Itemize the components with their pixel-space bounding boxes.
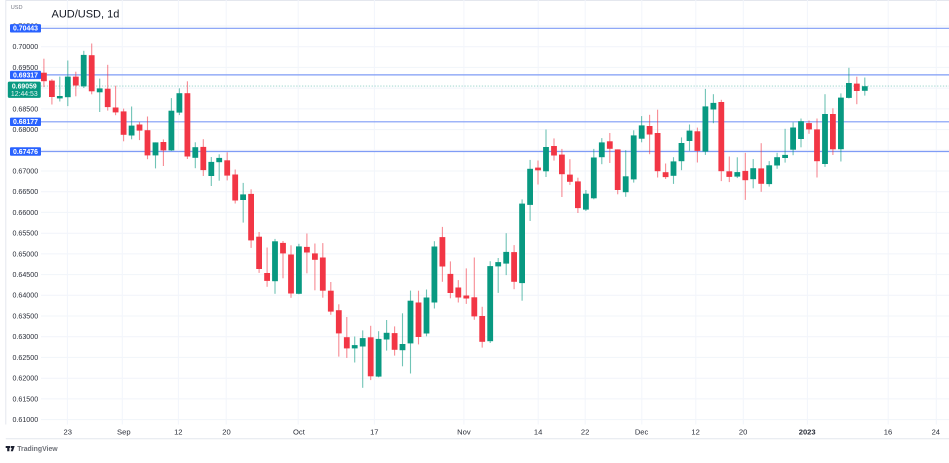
svg-text:AUD/USD, 1d: AUD/USD, 1d — [52, 9, 120, 21]
svg-text:0.68500: 0.68500 — [13, 105, 39, 113]
svg-text:0.69500: 0.69500 — [13, 64, 39, 72]
svg-text:12: 12 — [174, 428, 182, 437]
svg-text:0.68000: 0.68000 — [13, 126, 39, 134]
svg-text:0.70443: 0.70443 — [13, 26, 38, 33]
svg-text:2023: 2023 — [799, 428, 816, 437]
svg-text:0.61500: 0.61500 — [13, 395, 39, 403]
svg-text:0.64500: 0.64500 — [13, 271, 39, 279]
svg-text:Oct: Oct — [293, 428, 306, 437]
svg-text:Dec: Dec — [635, 428, 649, 437]
svg-text:0.67000: 0.67000 — [13, 167, 39, 175]
svg-text:0.61000: 0.61000 — [13, 416, 39, 424]
svg-text:14: 14 — [534, 428, 542, 437]
svg-text:0.65500: 0.65500 — [13, 230, 39, 238]
svg-text:0.69317: 0.69317 — [13, 72, 38, 79]
svg-text:22: 22 — [581, 428, 589, 437]
svg-text:0.66000: 0.66000 — [13, 209, 39, 217]
svg-text:16: 16 — [884, 428, 892, 437]
svg-text:20: 20 — [222, 428, 230, 437]
svg-text:0.68177: 0.68177 — [13, 119, 38, 126]
svg-text:20: 20 — [739, 428, 747, 437]
svg-text:0.67476: 0.67476 — [13, 149, 38, 156]
svg-text:0.70000: 0.70000 — [13, 43, 39, 51]
svg-text:12: 12 — [691, 428, 699, 437]
svg-text:0.65000: 0.65000 — [13, 250, 39, 258]
svg-text:USD: USD — [11, 5, 23, 11]
svg-text:17: 17 — [370, 428, 378, 437]
svg-text:23: 23 — [63, 428, 71, 437]
svg-text:0.63000: 0.63000 — [13, 333, 39, 341]
svg-text:24: 24 — [932, 428, 940, 437]
svg-text:Sep: Sep — [117, 428, 131, 437]
svg-text:0.63500: 0.63500 — [13, 312, 39, 320]
svg-text:0.64000: 0.64000 — [13, 292, 39, 300]
svg-text:0.66500: 0.66500 — [13, 188, 39, 196]
svg-text:0.62000: 0.62000 — [13, 375, 39, 383]
svg-text:Nov: Nov — [457, 428, 471, 437]
svg-text:0.69059: 0.69059 — [12, 83, 37, 90]
svg-text:TradingView: TradingView — [17, 446, 58, 453]
svg-text:0.62500: 0.62500 — [13, 354, 39, 362]
svg-text:12:44:53: 12:44:53 — [11, 91, 38, 98]
